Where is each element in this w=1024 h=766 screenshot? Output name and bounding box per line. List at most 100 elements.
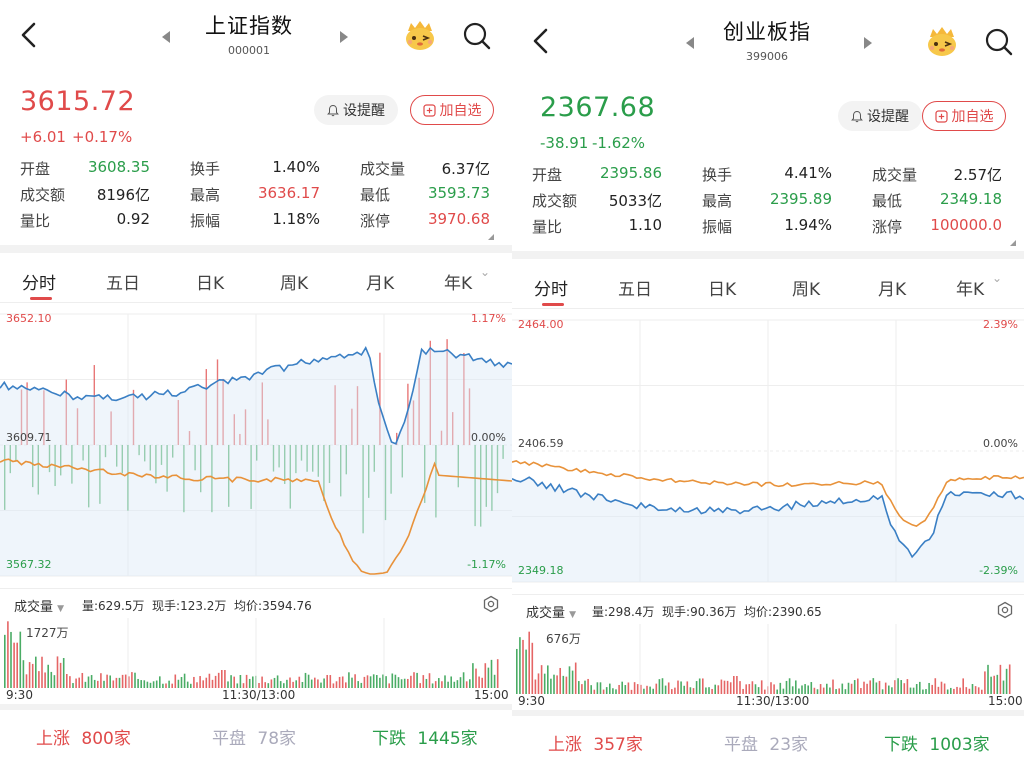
volume-bar [956, 686, 958, 694]
volume-bar [326, 674, 328, 688]
unchanged[interactable]: 平盘 78家 [212, 724, 296, 749]
tab-intraday[interactable]: 分时 [534, 280, 568, 300]
order-flow-bar [261, 382, 263, 445]
order-flow-bar [76, 408, 79, 445]
order-flow-bar [20, 389, 23, 445]
volume-bar [788, 678, 791, 694]
volume-bar [810, 682, 813, 694]
volume-bar [351, 677, 353, 688]
volume-bar [516, 648, 518, 694]
tab-weekly[interactable]: 周K [792, 280, 821, 300]
tab-monthly[interactable]: 月K [366, 274, 395, 294]
next-index-arrow-icon[interactable] [864, 37, 872, 49]
next-index-arrow-icon[interactable] [340, 31, 348, 43]
expand-corner-icon[interactable] [488, 234, 494, 240]
set-alert-button[interactable]: 设提醒 [838, 101, 922, 131]
order-flow-bar [300, 445, 303, 461]
volume-bar [652, 688, 654, 694]
back-arrow-icon[interactable] [14, 18, 44, 52]
settings-gear-icon[interactable] [482, 595, 500, 613]
volume-chart[interactable] [512, 624, 1024, 694]
order-flow-bar [93, 365, 95, 445]
add-watchlist-button[interactable]: 加自选 [410, 95, 494, 125]
order-flow-bar [121, 445, 123, 474]
axis-label-mid-left: 2406.59 [518, 437, 564, 450]
order-flow-bar [390, 445, 392, 494]
set-alert-button[interactable]: 设提醒 [314, 95, 398, 125]
prev-index-arrow-icon[interactable] [162, 31, 170, 43]
time-end: 15:00 [474, 688, 509, 702]
back-arrow-icon[interactable] [526, 24, 556, 58]
current-price: 2367.68 [540, 92, 656, 123]
volume-bar [354, 674, 356, 688]
volume-bar [422, 675, 425, 688]
tab-5day[interactable]: 五日 [618, 280, 652, 300]
volume-bar [10, 631, 12, 688]
volume-bar [906, 679, 909, 694]
intraday-chart[interactable] [0, 306, 512, 586]
tab-yearly[interactable]: 年K [444, 274, 473, 294]
stat-label: 成交额 [532, 192, 578, 210]
active-tab-indicator [30, 297, 52, 300]
volume-bar [847, 682, 850, 694]
volume-bar [341, 676, 344, 688]
volume-bar [807, 685, 809, 694]
volume-bar [714, 684, 716, 694]
unchanged-label: 平盘 [212, 729, 246, 749]
volume-bar [680, 681, 682, 694]
tab-5day[interactable]: 五日 [106, 274, 140, 294]
price-area [0, 347, 512, 576]
add-watchlist-button[interactable]: 加自选 [922, 101, 1006, 131]
volume-max-label: 676万 [546, 632, 581, 646]
advancers[interactable]: 上涨 357家 [548, 730, 643, 755]
decliners[interactable]: 下跌 1003家 [884, 730, 990, 755]
order-flow-bar [15, 445, 17, 462]
volume-bar [314, 677, 316, 688]
tab-daily[interactable]: 日K [196, 274, 225, 294]
mascot-icon[interactable] [402, 17, 438, 53]
expand-corner-icon[interactable] [1010, 240, 1016, 246]
volume-dropdown[interactable]: 成交量 ▼ [14, 596, 64, 615]
decliners[interactable]: 下跌 1445家 [372, 724, 478, 749]
volume-bar [360, 682, 363, 688]
tab-daily[interactable]: 日K [708, 280, 737, 300]
advancers[interactable]: 上涨 800家 [36, 724, 131, 749]
bell-icon [851, 110, 863, 122]
axis-label-top-left: 3652.10 [6, 312, 52, 325]
volume-bar [519, 637, 521, 694]
volume-chart[interactable] [0, 618, 512, 688]
axis-label-top-right: 2.39% [983, 318, 1018, 331]
volume-bar [270, 679, 273, 688]
volume-bar [317, 679, 319, 688]
order-flow-bar [250, 445, 252, 509]
intraday-chart[interactable] [512, 312, 1024, 592]
search-icon[interactable] [462, 21, 492, 51]
volume-stats: 量:629.5万 现手:123.2万 均价:3594.76 [82, 599, 312, 613]
settings-gear-icon[interactable] [996, 601, 1014, 619]
time-end: 15:00 [988, 694, 1023, 708]
volume-bar [131, 672, 133, 688]
tab-intraday[interactable]: 分时 [22, 274, 56, 294]
unchanged[interactable]: 平盘 23家 [724, 730, 808, 755]
volume-bar [168, 680, 170, 688]
volume-bar [59, 662, 62, 688]
mascot-icon[interactable] [924, 23, 960, 59]
tab-yearly[interactable]: 年K [956, 280, 985, 300]
tab-monthly[interactable]: 月K [878, 280, 907, 300]
volume-bar [829, 687, 831, 694]
volume-bar [559, 667, 561, 694]
tab-weekly[interactable]: 周K [280, 274, 309, 294]
plus-square-icon [934, 109, 948, 123]
volume-bar [211, 679, 214, 688]
volume-bar [62, 658, 65, 688]
active-tab-indicator [542, 303, 564, 306]
volume-bar [75, 678, 77, 688]
market-breadth: 上涨 357家 平盘 23家 下跌 1003家 [512, 716, 1024, 766]
volume-bar [782, 688, 785, 694]
search-icon[interactable] [984, 27, 1014, 57]
volume-bar [736, 676, 738, 694]
volume-bar [205, 677, 208, 688]
volume-bar [754, 684, 757, 694]
prev-index-arrow-icon[interactable] [686, 37, 694, 49]
volume-dropdown[interactable]: 成交量 ▼ [526, 602, 576, 621]
